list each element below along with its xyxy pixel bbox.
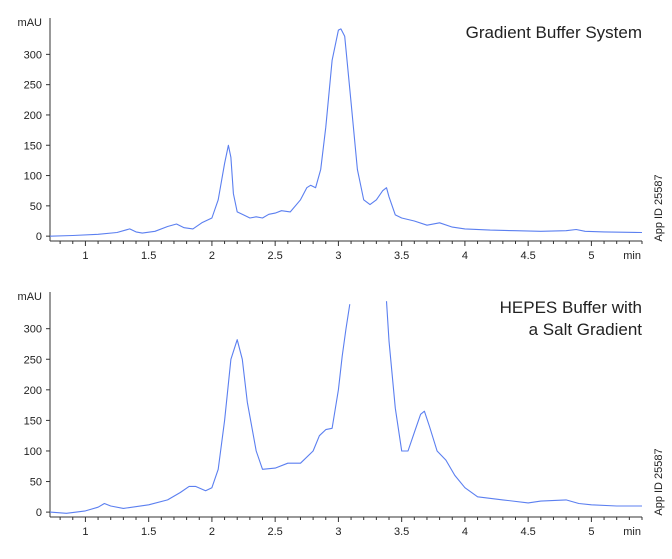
y-tick-label: 100 — [24, 446, 42, 458]
gradient-buffer-panel: 0 50 100 150 200 250 300 mAU 1 1.5 2 2.5 3 3.5 4 4.5 5 mi… — [18, 17, 665, 262]
x-tick-label: 1.5 — [141, 526, 156, 538]
x-tick-label: 4 — [462, 526, 468, 538]
x-tick-label: 3 — [335, 526, 341, 538]
y-tick-label: 50 — [30, 477, 42, 489]
x-tick-label: 4.5 — [521, 250, 536, 262]
x-tick-label: 4 — [462, 250, 468, 262]
y-tick-label: 250 — [24, 354, 42, 366]
chromatogram-trace — [49, 304, 351, 514]
x-axis-label: min — [623, 526, 641, 538]
y-axis-label: mAU — [18, 291, 43, 303]
x-tick-label: 3 — [335, 250, 341, 262]
x-tick-label: 2 — [209, 526, 215, 538]
app-id-note: App ID 25587 — [653, 448, 665, 515]
x-tick-label: 5 — [588, 250, 594, 262]
x-tick-label: 1 — [82, 250, 88, 262]
app-id-note: App ID 25587 — [653, 174, 665, 241]
chromatogram-trace — [49, 28, 643, 237]
x-tick-label: 2.5 — [268, 250, 283, 262]
y-tick-label: 150 — [24, 415, 42, 427]
y-tick-label: 300 — [24, 49, 42, 61]
y-tick-label: 200 — [24, 110, 42, 122]
x-tick-label: 3.5 — [394, 526, 409, 538]
hepes-buffer-panel: 0 50 100 150 200 250 300 mAU 1 1.5 2 2.5 3 3.5 4 4.5 5 mi… — [18, 291, 665, 538]
x-tick-label: 2.5 — [268, 526, 283, 538]
x-tick-label: 5 — [588, 526, 594, 538]
y-tick-label: 150 — [24, 140, 42, 152]
y-tick-label: 300 — [24, 324, 42, 336]
panel-title: Gradient Buffer System — [466, 23, 642, 42]
y-tick-label: 250 — [24, 80, 42, 92]
y-tick-label: 100 — [24, 171, 42, 183]
y-tick-label: 50 — [30, 201, 42, 213]
y-tick-label: 200 — [24, 385, 42, 397]
chromatogram-trace — [385, 301, 642, 507]
y-axis-label: mAU — [18, 17, 43, 29]
x-axis-label: min — [623, 250, 641, 262]
x-tick-label: 3.5 — [394, 250, 409, 262]
panel-title: a Salt Gradient — [529, 320, 643, 339]
x-tick-label: 2 — [209, 250, 215, 262]
x-tick-label: 4.5 — [521, 526, 536, 538]
y-tick-label: 0 — [36, 507, 42, 519]
y-tick-label: 0 — [36, 231, 42, 243]
panel-title: HEPES Buffer with — [500, 298, 642, 317]
x-tick-label: 1.5 — [141, 250, 156, 262]
x-tick-label: 1 — [82, 526, 88, 538]
